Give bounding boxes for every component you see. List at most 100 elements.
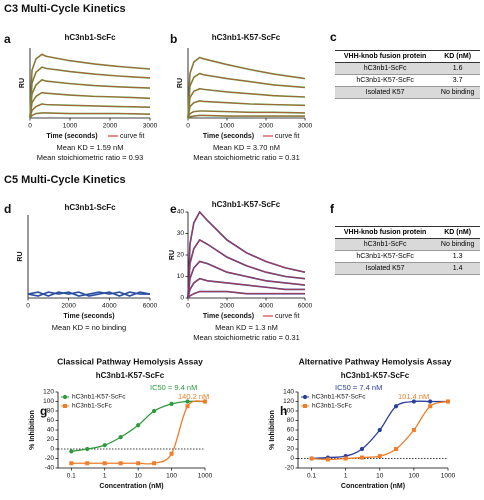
data-point <box>136 461 141 466</box>
annotation: 140.2 nM <box>178 392 209 401</box>
y-tick-label: 100 <box>43 398 54 405</box>
data-point <box>151 408 157 414</box>
x-axis-label: Time (seconds) <box>203 133 254 140</box>
fit-line <box>29 103 151 119</box>
data-point <box>393 404 399 409</box>
fit-line <box>187 211 306 299</box>
y-tick-label: 100 <box>283 408 294 415</box>
header-cell: VHH-knob fusion protein <box>335 226 436 239</box>
data-point <box>411 428 416 432</box>
x-tick-label: 2000 <box>259 123 274 130</box>
fit-line <box>29 54 151 119</box>
data-point <box>136 423 141 428</box>
cell: 1.6 <box>435 62 480 75</box>
data-point <box>394 447 399 451</box>
y-tick-label: 0 <box>290 455 294 462</box>
fit-line <box>29 66 151 119</box>
data-point <box>411 399 416 404</box>
fit-line <box>187 110 306 119</box>
data-point <box>325 457 330 462</box>
annotation: 101.4 nM <box>398 392 429 401</box>
cell: 1.4 <box>435 262 480 275</box>
data-point <box>102 461 107 466</box>
chart-title: hC3nb1-ScFc <box>64 33 116 42</box>
y-tick-label: -40 <box>45 465 55 472</box>
x-axis-label: Concentration (nM) <box>99 483 163 490</box>
x-tick-label: 3000 <box>298 123 313 130</box>
annotation: Mean stoichiometric ratio = 0.31 <box>193 153 300 162</box>
cell: 1.3 <box>435 250 480 263</box>
chart-title: Alternative Pathway Hemolysis Assay <box>299 356 452 366</box>
fit-line <box>187 261 306 299</box>
data-point <box>446 399 450 404</box>
header-cell: KD (nM) <box>435 226 480 239</box>
x-tick-label: 4000 <box>259 303 274 310</box>
annotation: IC50 = 7.4 nM <box>335 383 382 392</box>
panel-label: d <box>4 202 11 216</box>
table: VHH-knob fusion protein KD (nM) hC3nb1-Sc… <box>335 50 480 99</box>
fit-line <box>187 88 306 119</box>
panel-label: c <box>330 30 337 44</box>
series-line <box>187 290 305 299</box>
cell: Isolated K57 <box>335 262 436 275</box>
data-point <box>377 454 382 459</box>
series-line <box>71 400 206 465</box>
data-point <box>69 461 74 466</box>
data-point <box>102 443 107 448</box>
y-axis-label: RU <box>17 251 24 261</box>
data-point <box>377 427 382 433</box>
section-heading: C5 Multi-Cycle Kinetics <box>4 174 126 186</box>
data-point <box>359 455 364 460</box>
data-point <box>169 401 174 406</box>
x-tick-label: 1000 <box>63 123 78 130</box>
x-tick-label: 2000 <box>103 123 118 130</box>
cell: hC3nb1-ScFc <box>335 238 436 251</box>
y-tick-label: 120 <box>43 389 54 396</box>
data-point <box>85 446 90 452</box>
x-tick-label: 2000 <box>220 303 235 310</box>
chart-title: hC3nb1-K57-ScFc <box>212 200 281 209</box>
data-point <box>169 451 174 456</box>
x-tick-label: 0 <box>186 303 190 310</box>
panel-label: g <box>40 404 47 418</box>
x-tick-label: 0.1 <box>307 473 316 480</box>
data-point <box>309 456 314 461</box>
fit-line <box>187 57 306 119</box>
data-point <box>152 461 157 466</box>
legend-label: hC3nb1-K57-ScFc <box>72 394 126 401</box>
fit-line <box>29 79 151 119</box>
data-point <box>185 399 190 404</box>
panel-label: b <box>170 32 177 46</box>
cell: No binding <box>435 238 480 251</box>
fit-line <box>187 239 306 299</box>
header-cell: VHH-knob fusion protein <box>335 50 436 63</box>
y-tick-label: 10 <box>177 273 185 280</box>
annotation: Mean KD = 3.70 nM <box>213 143 280 152</box>
y-axis-label: % Inhibition <box>269 410 276 450</box>
legend-label: curve fit <box>275 133 300 140</box>
data-point <box>203 399 207 404</box>
x-tick-label: 100 <box>408 473 419 480</box>
x-tick-label: 3000 <box>143 123 158 130</box>
panel-label: e <box>170 202 177 216</box>
annotation: IC50 = 9.4 nM <box>150 383 197 392</box>
x-axis-label: Time (seconds) <box>46 133 97 140</box>
series-line <box>29 53 151 119</box>
fit-line <box>187 278 305 299</box>
fit-line <box>29 112 151 119</box>
table: VHH-knob fusion protein KD (nM) hC3nb1-Sc… <box>335 226 480 275</box>
chart-title: hC3nb1-ScFc <box>64 203 116 212</box>
fit-line <box>187 100 306 119</box>
x-tick-label: 10 <box>135 473 143 480</box>
y-axis-label: % Inhibition <box>29 410 36 450</box>
chart-title: hC3nb1-K57-ScFc <box>212 33 281 42</box>
legend-label: curve fit <box>120 133 145 140</box>
chart-subtitle: hC3nb1-K57-ScFc <box>96 371 165 380</box>
series-line <box>187 56 306 119</box>
annotation: Mean stoichiometric ratio = 0.93 <box>37 153 144 162</box>
fit-line <box>29 92 151 119</box>
y-tick-label: 0 <box>180 295 184 302</box>
chart-subtitle: hC3nb1-K57-ScFc <box>341 371 410 380</box>
y-tick-label: -20 <box>45 455 55 462</box>
